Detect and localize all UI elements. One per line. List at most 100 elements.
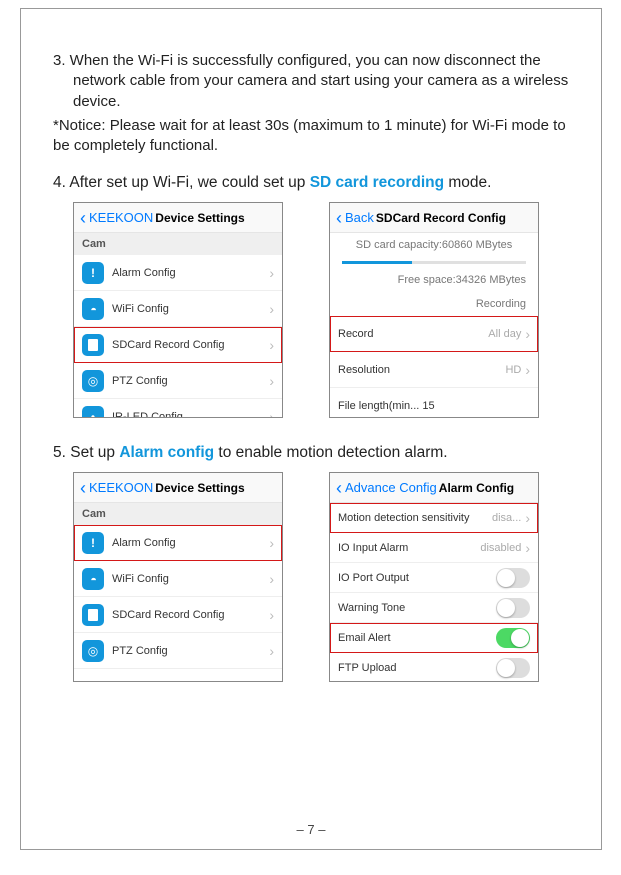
rows-d: Motion detection sensitivitydisa...›IO I… [330, 503, 538, 682]
row-value: HD [505, 364, 521, 376]
ptz-icon [82, 640, 104, 662]
chevron-right-icon: › [525, 362, 530, 378]
list-row[interactable]: WiFi Config› [74, 561, 282, 597]
row-label: Alarm Config [112, 537, 269, 549]
ir-icon [82, 406, 104, 419]
back-button-c[interactable]: KEEKOON [80, 480, 153, 495]
sd-icon [82, 334, 104, 356]
screenshots-row-2: KEEKOON Device Settings Cam Alarm Config… [53, 472, 569, 682]
list-row[interactable]: PTZ Config› [74, 363, 282, 399]
step4-highlight: SD card recording [310, 174, 444, 191]
ptz-icon [82, 370, 104, 392]
row-label: SDCard Record Config [112, 339, 269, 351]
list-row[interactable]: SDCard Record Config› [74, 597, 282, 633]
chevron-right-icon: › [269, 535, 274, 551]
list-row[interactable]: IO Input Alarmdisabled › [330, 533, 538, 563]
row-label: Resolution [338, 364, 505, 376]
section-head-c: Cam [74, 503, 282, 525]
list-row[interactable]: Motion detection sensitivitydisa... › [330, 503, 538, 533]
navbar-d: Advance Config Alarm Config [330, 473, 538, 503]
chevron-right-icon: › [269, 301, 274, 317]
toggle-switch[interactable] [496, 628, 530, 648]
alert-icon [82, 262, 104, 284]
wifi-icon [82, 568, 104, 590]
toggle-switch[interactable] [496, 658, 530, 678]
sd-progress [342, 261, 526, 264]
list-row[interactable]: Warning Tone [330, 593, 538, 623]
sd-capacity: SD card capacity:60860 MBytes [330, 233, 538, 257]
list-row[interactable]: RecordAll day › [330, 316, 538, 352]
navbar-b: Back SDCard Record Config [330, 203, 538, 233]
row-label: Motion detection sensitivity [338, 512, 492, 524]
chevron-right-icon: › [525, 326, 530, 342]
row-label: FTP Upload [338, 662, 496, 674]
list-row[interactable]: PTZ Config› [74, 633, 282, 669]
row-label: IO Input Alarm [338, 542, 480, 554]
nav-title-c: Device Settings [155, 481, 244, 495]
chevron-right-icon: › [269, 607, 274, 623]
list-row[interactable]: WiFi Config› [74, 291, 282, 327]
list-row[interactable]: Alarm Config› [74, 525, 282, 561]
chevron-right-icon: › [525, 540, 530, 556]
toggle-switch[interactable] [496, 598, 530, 618]
list-row[interactable]: FTP Upload [330, 653, 538, 682]
alert-icon [82, 532, 104, 554]
screenshot-device-settings-a: KEEKOON Device Settings Cam Alarm Config… [73, 202, 283, 418]
nav-title-a: Device Settings [155, 211, 244, 225]
step5-line: 5. Set up Alarm config to enable motion … [53, 444, 569, 462]
row-label: PTZ Config [112, 645, 269, 657]
list-row[interactable]: Email Alert [330, 623, 538, 653]
step5-pre: 5. Set up [53, 444, 119, 461]
list-row[interactable]: Alarm Config› [74, 255, 282, 291]
screenshots-row-1: KEEKOON Device Settings Cam Alarm Config… [53, 202, 569, 418]
screenshot-alarm-config: Advance Config Alarm Config Motion detec… [329, 472, 539, 682]
toggle-switch[interactable] [496, 568, 530, 588]
back-button-a[interactable]: KEEKOON [80, 210, 153, 225]
chevron-right-icon: › [269, 643, 274, 659]
row-label: Email Alert [338, 632, 496, 644]
row-label: SDCard Record Config [112, 609, 269, 621]
row-label: IR-LED Config [112, 411, 269, 419]
rows-b: RecordAll day › ResolutionHD › [330, 316, 538, 388]
section-head-a: Cam [74, 233, 282, 255]
list-row[interactable]: ResolutionHD › [330, 352, 538, 388]
row-label: WiFi Config [112, 573, 269, 585]
row-label: WiFi Config [112, 303, 269, 315]
sd-icon [82, 604, 104, 626]
row-label: Alarm Config [112, 267, 269, 279]
step4-pre: 4. After set up Wi-Fi, we could set up [53, 174, 310, 191]
step4-line: 4. After set up Wi-Fi, we could set up S… [53, 174, 569, 192]
page-frame: 3. When the Wi-Fi is successfully config… [20, 8, 602, 850]
file-length-row[interactable]: File length(min... 15 [330, 388, 538, 418]
wifi-icon [82, 298, 104, 320]
chevron-right-icon: › [525, 510, 530, 526]
sd-status: Recording [330, 292, 538, 316]
file-length-label: File length(min... 15 [338, 400, 530, 412]
list-row[interactable]: IR-LED Config› [74, 399, 282, 418]
back-button-d[interactable]: Advance Config [336, 480, 437, 495]
step3-text: 3. When the Wi-Fi is successfully config… [53, 51, 569, 112]
rows-c: Alarm Config›WiFi Config›SDCard Record C… [74, 525, 282, 669]
chevron-right-icon: › [269, 265, 274, 281]
sd-free: Free space:34326 MBytes [330, 268, 538, 292]
back-button-b[interactable]: Back [336, 210, 374, 225]
page-number: – 7 – [21, 822, 601, 837]
list-row[interactable]: SDCard Record Config› [74, 327, 282, 363]
screenshot-device-settings-c: KEEKOON Device Settings Cam Alarm Config… [73, 472, 283, 682]
row-value: disa... [492, 512, 521, 524]
step5-highlight: Alarm config [119, 444, 214, 461]
step5-post: to enable motion detection alarm. [214, 444, 448, 461]
row-label: PTZ Config [112, 375, 269, 387]
rows-a: Alarm Config›WiFi Config›SDCard Record C… [74, 255, 282, 418]
chevron-right-icon: › [269, 571, 274, 587]
row-value: disabled [480, 542, 521, 554]
chevron-right-icon: › [269, 409, 274, 419]
navbar-a: KEEKOON Device Settings [74, 203, 282, 233]
row-value: All day [488, 328, 521, 340]
chevron-right-icon: › [269, 373, 274, 389]
nav-title-b: SDCard Record Config [376, 211, 506, 225]
step4-post: mode. [444, 174, 491, 191]
chevron-right-icon: › [269, 337, 274, 353]
row-label: Record [338, 328, 488, 340]
list-row[interactable]: IO Port Output [330, 563, 538, 593]
